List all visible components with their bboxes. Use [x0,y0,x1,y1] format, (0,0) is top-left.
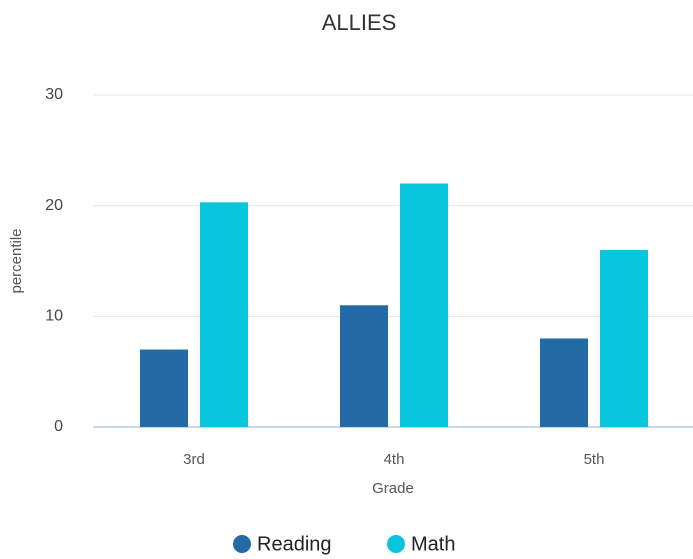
legend-marker [387,535,405,553]
x-tick-label: 4th [384,451,405,468]
legend-label[interactable]: Reading [257,533,332,555]
legend-label[interactable]: Math [411,533,455,555]
chart-title: ALLIES [322,10,397,35]
y-tick-label: 10 [45,308,63,325]
legend-marker [233,535,251,553]
bar [340,305,388,427]
bar [400,183,448,427]
x-tick-label: 5th [584,451,605,468]
bar [600,249,648,427]
x-tick-label: 3rd [183,451,205,468]
y-tick-label: 20 [45,197,63,214]
bar [140,349,188,427]
x-axis-label: Grade [372,480,414,497]
bar [540,338,588,427]
bar [200,202,248,427]
y-tick-label: 30 [45,86,63,103]
y-tick-label: 0 [54,418,63,435]
y-axis-label: percentile [8,228,25,293]
